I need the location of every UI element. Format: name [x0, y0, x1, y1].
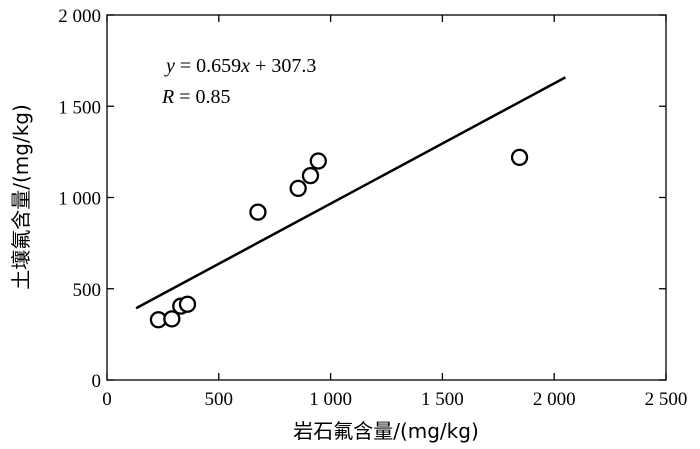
y-tick-label: 1 000	[58, 189, 101, 210]
equation-x: x	[240, 55, 250, 77]
r-label: R	[161, 86, 174, 108]
equation-y: y	[164, 55, 175, 77]
x-tick-label: 1 500	[421, 389, 464, 410]
data-point	[178, 295, 197, 313]
r-value: = 0.85	[174, 86, 230, 108]
r-annotation: R = 0.85	[161, 86, 231, 108]
equation-annotation: y = 0.659x + 307.3	[164, 55, 316, 77]
data-point	[510, 148, 529, 167]
y-tick-label: 0	[92, 371, 102, 392]
x-tick-label: 2 500	[645, 389, 688, 410]
fit-line	[135, 76, 566, 310]
data-point	[301, 166, 320, 185]
y-tick-label: 1 500	[58, 97, 101, 118]
equation-middle: = 0.659	[175, 55, 241, 77]
data-point	[309, 152, 327, 170]
axis-tick-labels: 0 500 1 000 1 500 2 000 2 500 0 500 1 000 1 500 2 …	[58, 6, 687, 410]
x-tick-label: 500	[205, 389, 234, 410]
x-tick-label: 1 000	[309, 389, 352, 410]
data-point	[163, 310, 181, 328]
data-point	[289, 179, 307, 198]
x-axis-title: 岩石氟含量/(mg/kg)	[293, 419, 479, 443]
equation-end: + 307.3	[250, 55, 316, 77]
y-tick-label: 500	[73, 280, 102, 301]
y-tick-label: 2 000	[58, 6, 101, 27]
data-point	[249, 203, 267, 221]
y-axis-title: 土壤氟含量/(mg/kg)	[9, 104, 33, 290]
x-tick-label: 2 000	[533, 389, 576, 410]
axis-ticks	[106, 14, 667, 381]
data-points	[149, 148, 529, 329]
x-tick-label: 0	[102, 389, 112, 410]
